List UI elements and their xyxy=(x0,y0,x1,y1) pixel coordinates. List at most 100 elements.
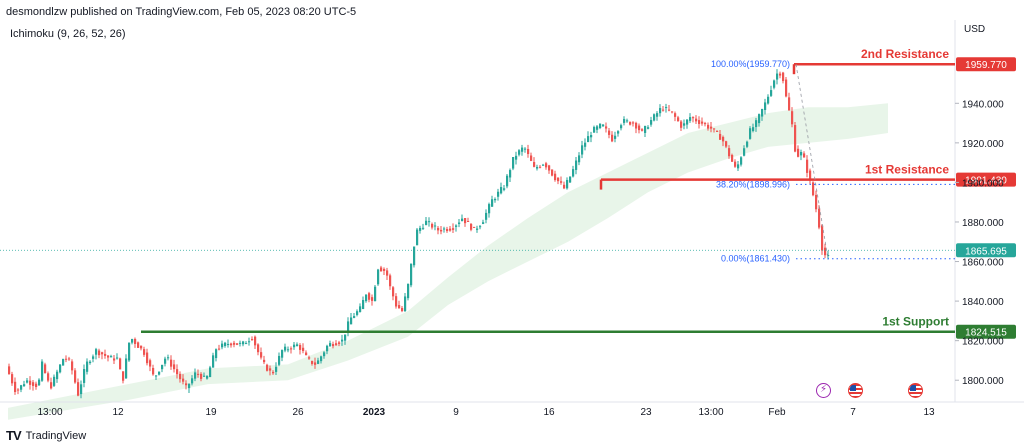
candle xyxy=(11,371,14,386)
indicator-legend[interactable]: Ichimoku (9, 26, 52, 26) xyxy=(10,28,126,40)
candle xyxy=(392,286,395,301)
candle xyxy=(47,371,50,383)
price-tick-label: 1800.000 xyxy=(962,376,1004,387)
fib-level-label: 38.20%(1898.996) xyxy=(716,179,790,189)
candle xyxy=(92,354,95,363)
candle xyxy=(764,98,767,115)
candle xyxy=(206,375,209,380)
candle xyxy=(41,359,44,382)
time-tick-label: 19 xyxy=(205,407,217,418)
candle xyxy=(68,356,71,361)
candle xyxy=(260,347,263,360)
candle xyxy=(209,365,212,378)
candle xyxy=(83,364,86,388)
candle xyxy=(311,360,314,366)
candle xyxy=(62,358,65,366)
candle xyxy=(95,347,98,360)
candle xyxy=(110,354,113,358)
candle xyxy=(731,153,734,162)
candle xyxy=(257,343,260,356)
candle xyxy=(635,121,638,134)
time-tick-label: 9 xyxy=(453,407,459,418)
price-tick-label: 1820.000 xyxy=(962,337,1004,348)
level-name-label: 1st Resistance xyxy=(865,163,949,177)
candle xyxy=(227,339,230,348)
candle xyxy=(803,151,806,158)
fib-level-label: 0.00%(1861.430) xyxy=(721,254,790,264)
candle xyxy=(749,126,752,140)
candle xyxy=(305,350,308,356)
level-price-label: 1824.515 xyxy=(965,328,1007,339)
candle xyxy=(689,113,692,123)
us-flag-icon[interactable] xyxy=(908,383,923,398)
candle xyxy=(113,354,116,364)
candle xyxy=(353,313,356,319)
candle xyxy=(713,128,716,133)
candle xyxy=(626,118,629,123)
footer-brand[interactable]: TV TradingView xyxy=(6,428,86,443)
candle xyxy=(539,165,542,169)
candle xyxy=(308,355,311,360)
support-resistance-levels: 2nd Resistance 1959.770 1st Resistance 1901… xyxy=(0,47,1016,339)
candle xyxy=(800,149,803,161)
candle xyxy=(410,263,413,288)
candle xyxy=(440,225,443,235)
candle xyxy=(710,121,713,133)
candle xyxy=(173,359,176,373)
candle xyxy=(509,168,512,183)
candle xyxy=(44,362,47,374)
candle xyxy=(815,190,818,213)
candle xyxy=(515,151,518,165)
candle xyxy=(530,152,533,162)
candle xyxy=(404,293,407,312)
candle xyxy=(698,116,701,129)
candle xyxy=(752,123,755,133)
candle xyxy=(350,312,353,325)
candle xyxy=(254,335,257,349)
candle xyxy=(422,223,425,231)
candle xyxy=(620,123,623,131)
resistance-level: 1st Resistance 1901.430 xyxy=(599,163,1016,190)
candle xyxy=(284,343,287,353)
candle xyxy=(296,342,299,347)
candle xyxy=(356,309,359,317)
candle xyxy=(695,115,698,124)
time-tick-label: 16 xyxy=(543,407,555,418)
candle xyxy=(527,144,530,158)
candle xyxy=(677,115,680,122)
candle xyxy=(326,344,329,355)
candle xyxy=(401,305,404,313)
candle xyxy=(584,138,587,151)
candle xyxy=(155,375,158,381)
candle xyxy=(824,243,827,259)
candle xyxy=(788,92,791,111)
fibonacci-retracement: 100.00%(1959.770) 38.20%(1898.996) 0.00%(1… xyxy=(711,59,955,264)
candle xyxy=(644,125,647,138)
candle xyxy=(290,346,293,354)
candle xyxy=(449,226,452,232)
candle xyxy=(443,226,446,233)
candle xyxy=(419,225,422,234)
candle xyxy=(38,378,41,387)
price-axis[interactable]: 1800.000 1820.000 1840.000 1860.000 1880.000… xyxy=(955,99,1004,387)
candle xyxy=(212,352,215,368)
candle xyxy=(278,352,281,367)
time-tick-label: 7 xyxy=(850,407,856,418)
candle xyxy=(812,181,815,197)
candle xyxy=(623,116,626,126)
candle xyxy=(722,135,725,147)
time-tick-label: 26 xyxy=(292,407,304,418)
us-flag-icon[interactable] xyxy=(848,383,863,398)
time-axis[interactable]: 13:00 12 19 26 2023 9 16 23 13:00 Feb 7 13 xyxy=(37,407,935,418)
candle xyxy=(143,346,146,357)
candle xyxy=(491,195,494,207)
candle xyxy=(251,336,254,341)
candle xyxy=(407,283,410,301)
price-tick-label: 1900.000 xyxy=(962,178,1004,189)
lightning-icon[interactable]: ⚡ xyxy=(816,383,831,398)
candle xyxy=(218,344,221,351)
candle xyxy=(611,131,614,143)
candle xyxy=(320,355,323,364)
candle xyxy=(377,268,380,286)
